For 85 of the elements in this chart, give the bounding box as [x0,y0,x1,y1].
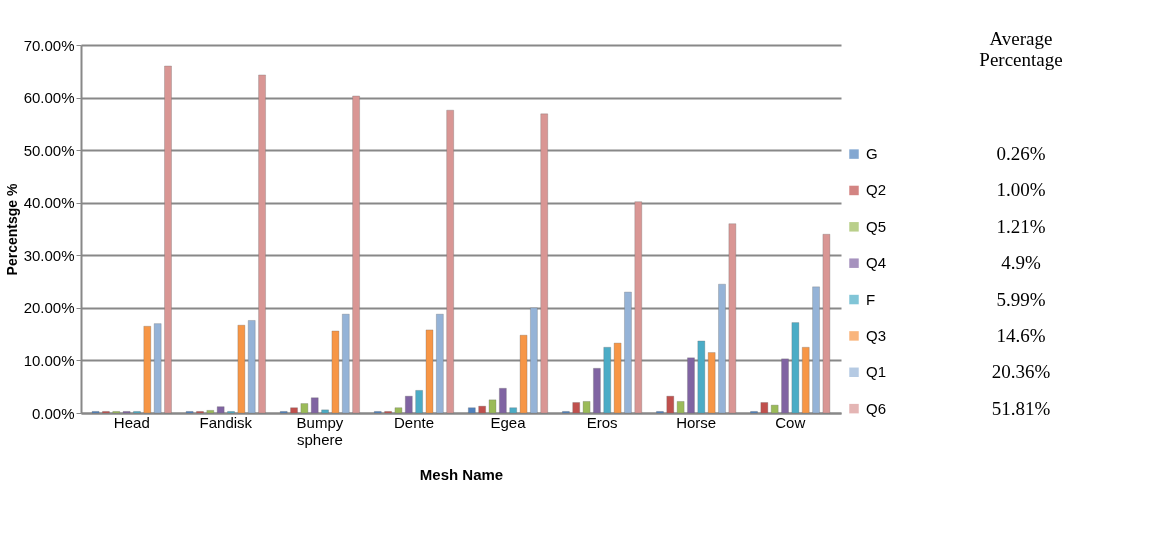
bar [771,404,779,414]
bar [509,407,517,414]
bar [311,397,319,414]
bar [634,201,642,414]
y-tick-label: 70.00% [23,36,75,54]
y-tick-label: 0.00% [31,404,75,422]
bar [446,110,454,414]
bar [519,335,528,414]
legend-label: G [866,145,878,163]
bar [164,65,172,414]
bar [154,323,162,414]
bar [488,399,497,414]
bar [300,403,309,414]
legend-label: Q2 [866,181,887,199]
bar [530,307,538,414]
text: 1.21% [996,215,1046,237]
bar [352,95,360,414]
text: 20.36% [991,361,1051,383]
bar [676,401,685,414]
x-tick-label: Dente [393,413,434,431]
y-tick-label: 50.00% [23,141,75,159]
bar [822,234,831,414]
bar [321,409,329,414]
x-tick-label: Cow [775,413,806,431]
bar [394,407,403,414]
legend-label: F [866,290,876,308]
bar [258,74,266,414]
text: 4.9% [1001,252,1041,274]
bar [687,357,695,414]
bar [217,406,225,414]
text: 14.6% [996,324,1046,346]
bar [582,401,591,414]
bar [781,358,789,414]
bar [708,352,716,414]
bar [572,402,580,414]
bar [760,402,768,414]
x-tick-label: Fandisk [199,413,253,431]
y-tick-label: 20.00% [23,299,75,317]
bar [405,396,413,414]
y-tick-label: 10.00% [23,351,75,369]
bar [478,406,486,414]
text: 1.00% [996,179,1046,201]
x-tick-label: Eros [586,413,618,431]
bar [237,325,246,414]
x-tick-label: Head [113,413,150,431]
bar [624,291,632,414]
text: 5.99% [996,288,1046,310]
bar [290,407,298,414]
bar [468,407,476,414]
bar [436,314,444,414]
bar [248,320,256,414]
bar [666,396,674,414]
bar [540,113,548,414]
bar [812,286,820,414]
bar [425,329,434,414]
x-tick-label: Egea [490,413,527,431]
bar [697,340,705,414]
bar [603,347,611,414]
bar [342,314,350,414]
y-axis-title: Percentsge % [3,183,20,276]
legend-label: Q5 [866,217,887,235]
legend-label: Q6 [866,399,887,417]
legend-label: Q1 [866,363,887,381]
y-tick-label: 30.00% [23,246,75,264]
text: Average Percentage [979,28,1063,70]
bar [143,326,151,414]
bar [728,223,737,414]
bar [718,284,726,414]
bar [415,390,423,414]
x-tick-label: Horse [676,413,717,431]
bar [802,347,810,414]
y-tick-label: 40.00% [23,194,75,212]
legend-label: Q4 [866,254,887,272]
bar [331,330,340,414]
y-tick-label: 60.00% [23,89,75,107]
x-tick-label: Bumpy sphere [296,413,344,448]
x-axis-title: Mesh Name [419,465,504,483]
legend-label: Q3 [866,326,887,344]
bar [499,388,507,414]
bar [791,322,800,414]
text: 51.81% [991,397,1051,419]
text: 0.26% [996,143,1046,165]
bar [593,368,601,414]
bar [613,342,622,414]
bar [206,410,214,414]
